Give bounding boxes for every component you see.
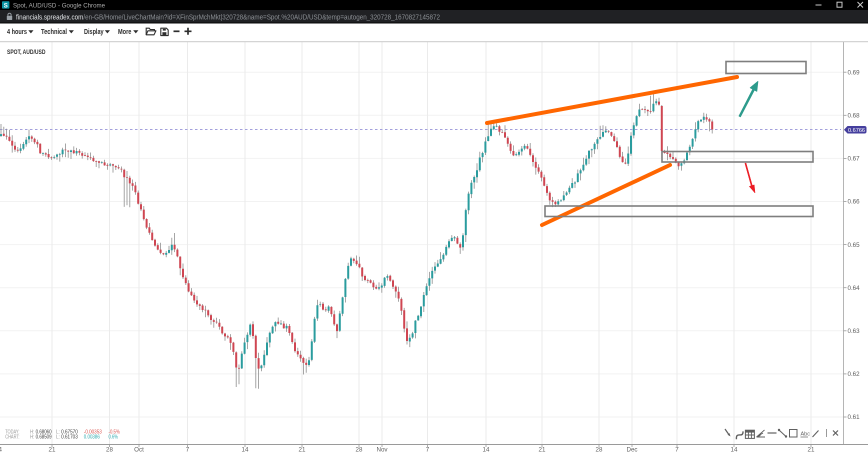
svg-text:H: 0.68509: H: 0.68509 [30, 435, 52, 441]
svg-text:21: 21 [49, 447, 56, 453]
svg-text:14: 14 [731, 447, 738, 453]
svg-text:0.61: 0.61 [848, 414, 861, 421]
svg-text:14: 14 [483, 447, 490, 453]
svg-text:CHART:: CHART: [5, 435, 20, 441]
svg-text:21: 21 [808, 447, 815, 453]
svg-text:28: 28 [106, 447, 113, 453]
svg-text:TODAY:: TODAY: [5, 429, 20, 435]
svg-text:0.62: 0.62 [848, 371, 861, 378]
svg-text:Nov: Nov [376, 447, 388, 453]
svg-text:7: 7 [426, 447, 430, 453]
svg-text:0.65: 0.65 [848, 242, 861, 249]
svg-text:0.67: 0.67 [848, 156, 861, 163]
svg-text:0.6%: 0.6% [109, 435, 119, 441]
svg-text:21: 21 [539, 447, 546, 453]
svg-text:Dec: Dec [626, 447, 637, 453]
svg-text:SPOT, AUD/USD: SPOT, AUD/USD [7, 50, 46, 56]
svg-text:L: 0.61703: L: 0.61703 [56, 435, 78, 441]
svg-text:0.6766: 0.6766 [848, 128, 865, 134]
svg-text:Abc: Abc [801, 432, 811, 438]
svg-text:4 hours: 4 hours [7, 27, 27, 36]
svg-text:14: 14 [0, 447, 2, 453]
svg-text:7: 7 [675, 447, 679, 453]
svg-text:28: 28 [596, 447, 603, 453]
svg-text:7: 7 [186, 447, 190, 453]
svg-text:More: More [118, 27, 131, 36]
svg-text:Oct: Oct [134, 447, 144, 453]
svg-text:-0.5%: -0.5% [109, 429, 120, 435]
svg-text:Display: Display [84, 27, 104, 36]
svg-text:L: 0.67570: L: 0.67570 [56, 429, 78, 435]
svg-text:21: 21 [299, 447, 306, 453]
svg-text:0.68: 0.68 [848, 113, 861, 120]
svg-text:S: S [4, 3, 8, 9]
svg-text:0.66: 0.66 [848, 199, 861, 206]
svg-text:14: 14 [242, 447, 249, 453]
svg-text:0.69: 0.69 [848, 69, 861, 76]
svg-text:H: 0.68060: H: 0.68060 [30, 429, 52, 435]
svg-text:0.00386: 0.00386 [84, 435, 100, 441]
svg-text:0.64: 0.64 [848, 285, 861, 292]
svg-text:0.63: 0.63 [848, 328, 861, 335]
svg-text:Spot, AUD/USD - Google Chrome: Spot, AUD/USD - Google Chrome [13, 3, 105, 10]
svg-text:28: 28 [356, 447, 363, 453]
svg-text:financials.spreadex.com/en-GB/: financials.spreadex.com/en-GB/Home/LiveC… [16, 15, 440, 22]
svg-text:Technical: Technical [41, 27, 67, 36]
svg-text:-0.00353: -0.00353 [84, 429, 102, 435]
